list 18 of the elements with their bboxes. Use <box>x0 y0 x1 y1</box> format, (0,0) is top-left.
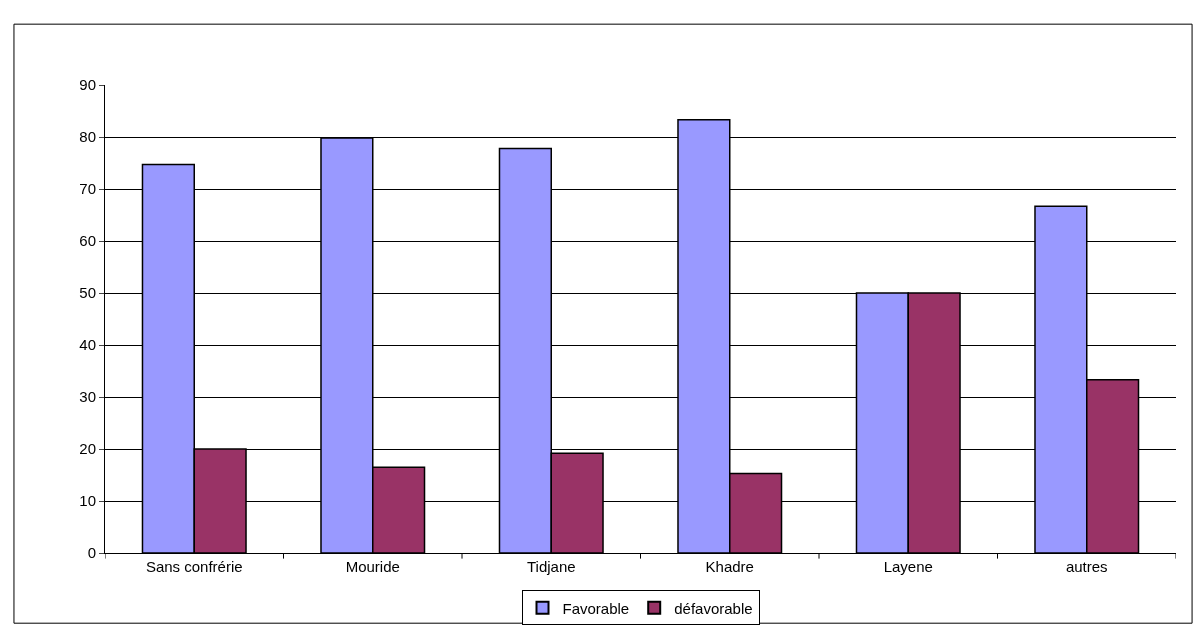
x-tick-label: Layene <box>883 558 933 575</box>
y-tick-label: 90 <box>79 76 96 94</box>
y-tick-label: 0 <box>87 544 96 562</box>
legend-label: défavorable <box>674 599 753 617</box>
x-tick-label: Tidjane <box>526 558 576 575</box>
legend-label: Favorable <box>562 599 630 617</box>
y-tick-label: 70 <box>79 180 96 198</box>
y-tick-label: 30 <box>79 388 96 406</box>
y-tick-label: 80 <box>79 128 96 146</box>
x-tick-label: Mouride <box>345 558 400 575</box>
y-tick-label: 10 <box>79 492 96 510</box>
x-tick-label: autres <box>1065 558 1108 575</box>
y-tick-label: 20 <box>79 440 96 458</box>
x-tick-label: Khadre <box>705 558 754 575</box>
y-tick-label: 60 <box>79 232 96 250</box>
y-tick-label: 40 <box>79 336 96 354</box>
y-tick-label: 50 <box>79 284 96 302</box>
x-tick-label: Sans confrérie <box>145 558 243 575</box>
